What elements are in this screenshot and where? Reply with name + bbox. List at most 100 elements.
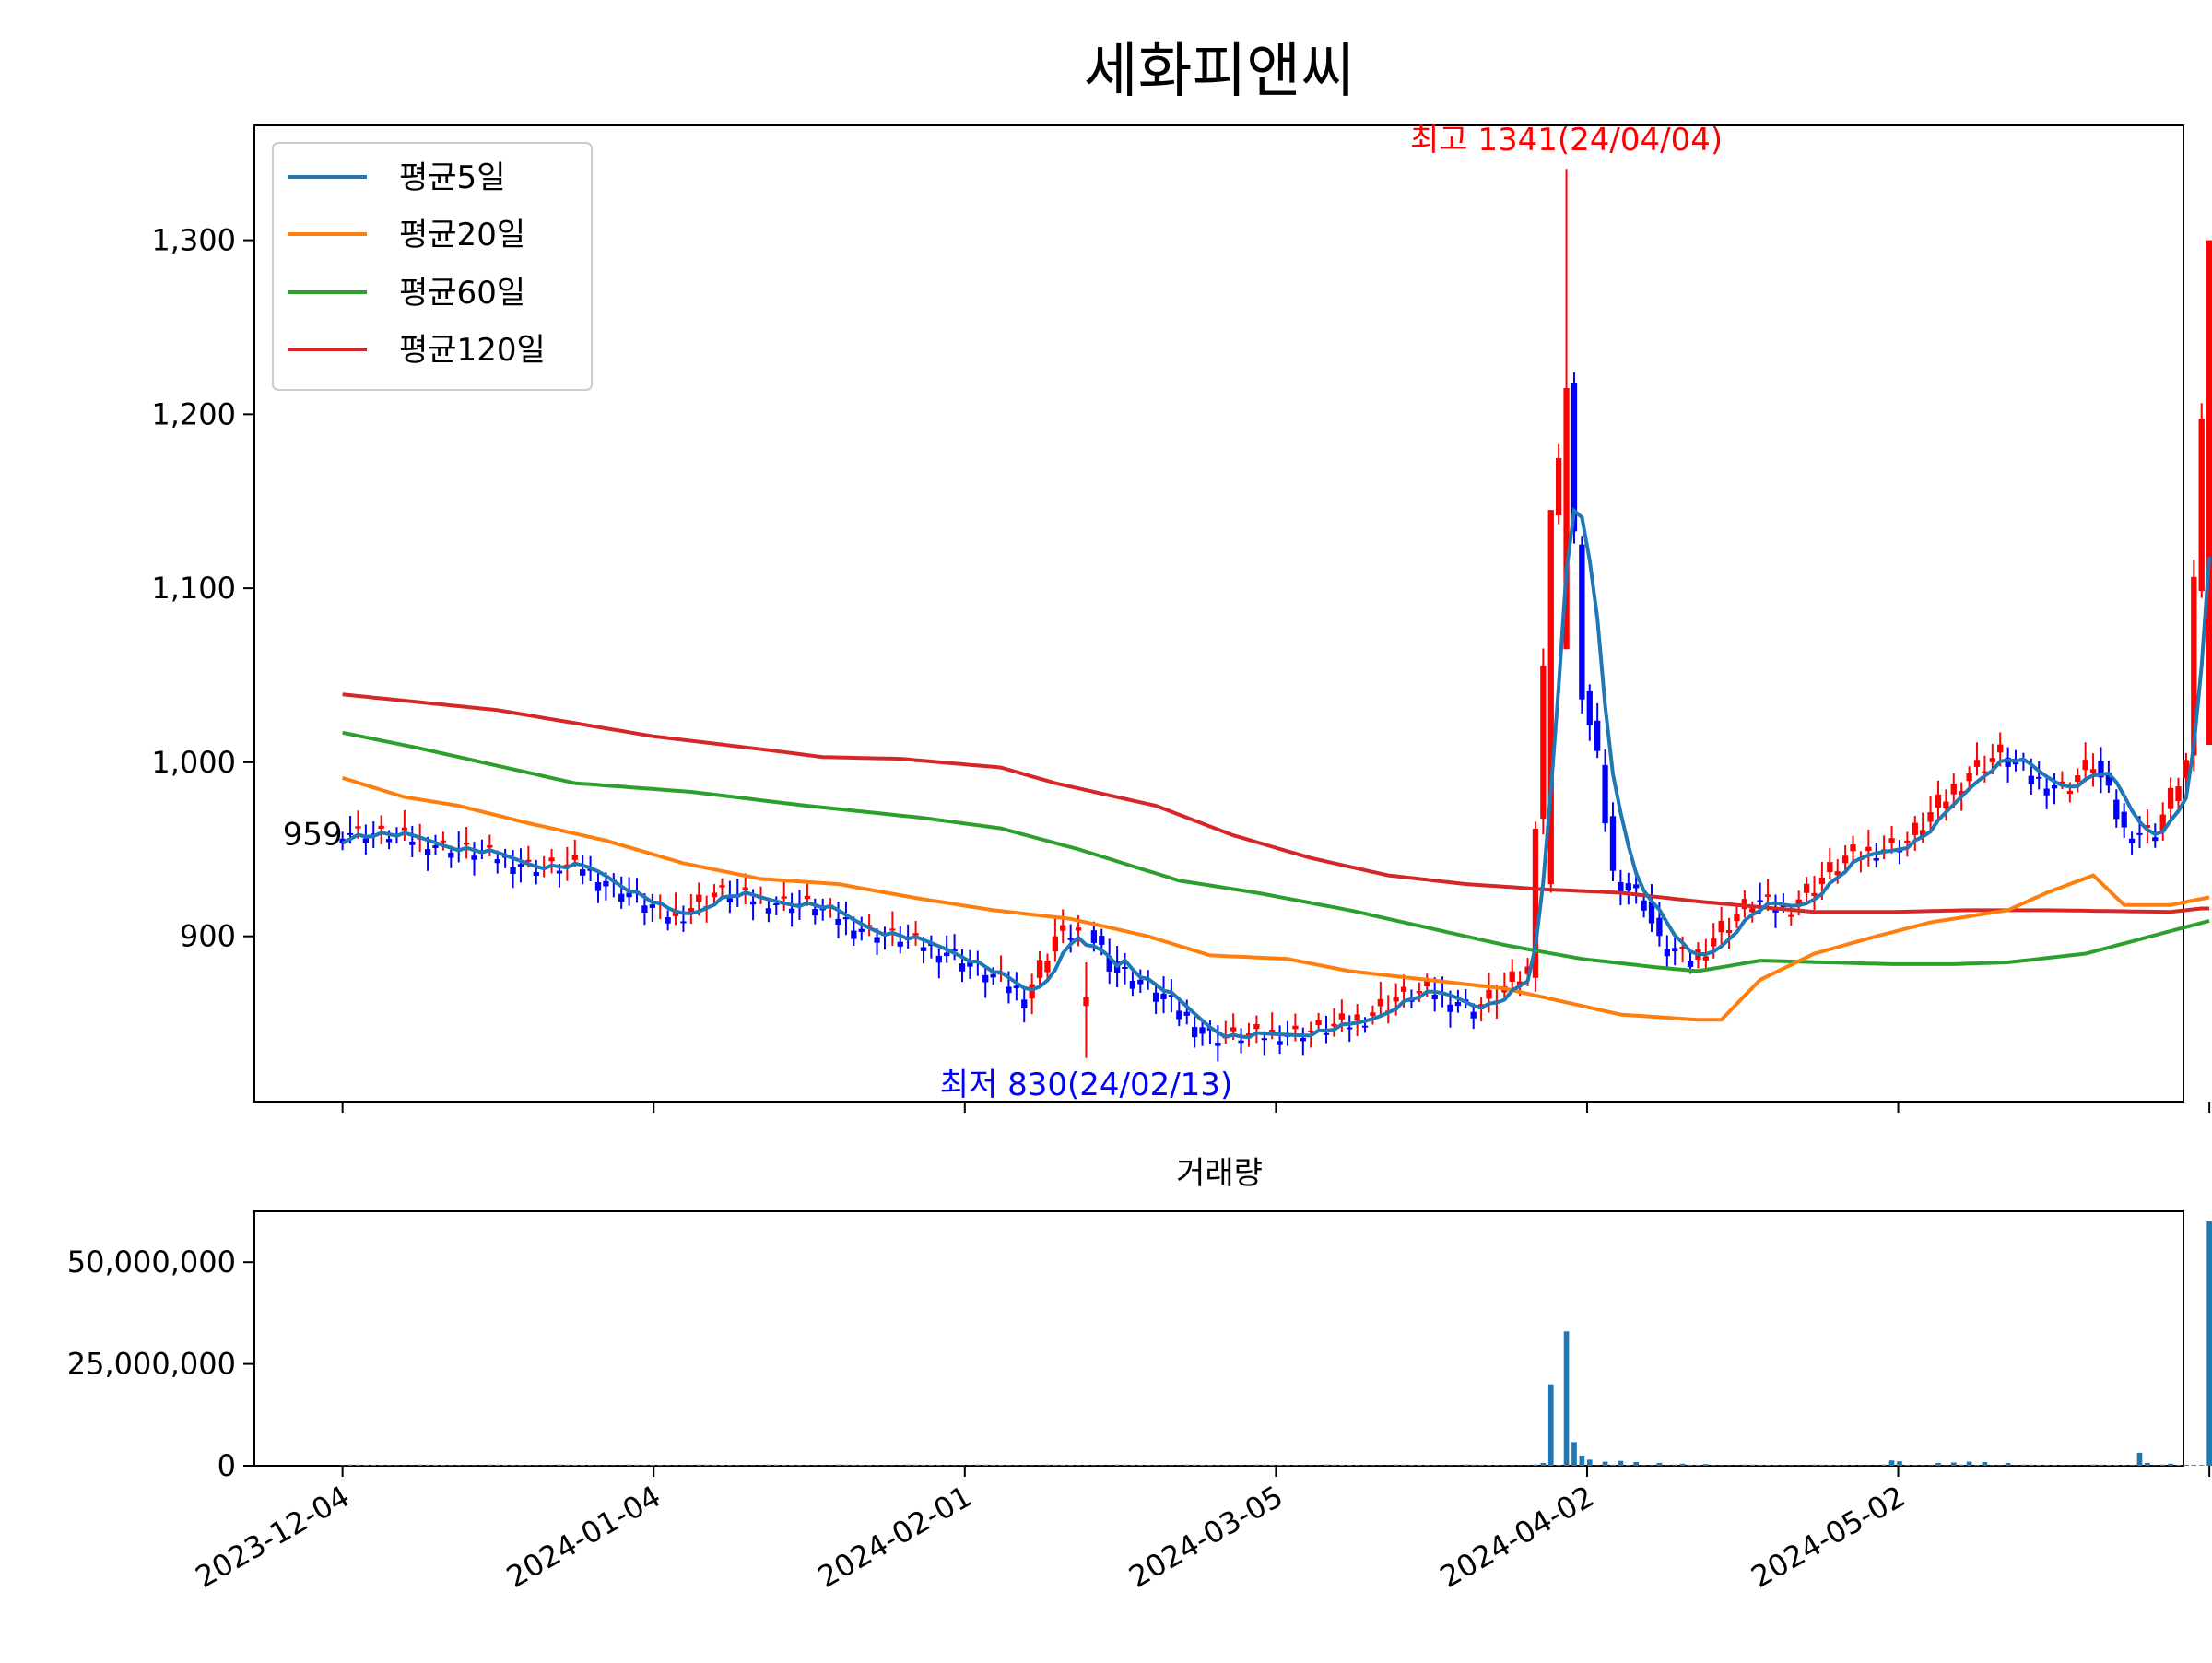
volume-bar <box>912 1464 919 1466</box>
volume-bar <box>1718 1465 1724 1466</box>
candle-body <box>665 917 671 924</box>
volume-bar <box>1486 1465 1492 1466</box>
candle-body <box>1137 979 1144 985</box>
volume-bar <box>471 1465 477 1466</box>
volume-bar <box>1540 1462 1547 1466</box>
volume-bar <box>1765 1465 1771 1466</box>
candle-body <box>1006 986 1012 994</box>
candle-body <box>1470 1011 1477 1019</box>
candle-body <box>851 930 857 939</box>
volume-bar <box>1749 1464 1756 1466</box>
candle-body <box>1230 1027 1237 1032</box>
candle-body <box>1106 956 1112 972</box>
volume-bar <box>371 1465 377 1466</box>
candle-body <box>2066 790 2074 795</box>
price-ytick-label: 1,300 <box>151 223 236 258</box>
candle-body <box>1199 1027 1206 1034</box>
candle-body <box>1841 855 1849 864</box>
candle-body <box>1400 986 1407 992</box>
volume-bar <box>432 1464 439 1466</box>
volume-bar <box>2145 1462 2150 1466</box>
volume-bar <box>1865 1465 1872 1466</box>
ma20-line <box>342 775 2210 1022</box>
candle-body <box>1935 794 1942 808</box>
volume-bar <box>1524 1465 1531 1466</box>
candle-body <box>944 952 950 956</box>
volume-bar <box>680 1465 687 1466</box>
volume-bar <box>1091 1465 1097 1466</box>
volume-bar <box>1811 1464 1818 1466</box>
candle-body <box>618 893 625 902</box>
volume-bar <box>1804 1465 1809 1466</box>
volume-bar <box>634 1464 640 1466</box>
volume-bar <box>1672 1464 1678 1466</box>
candle-body <box>409 841 416 845</box>
candle-body <box>1966 773 1972 782</box>
candle-body <box>1377 998 1384 1007</box>
candle-body <box>463 842 470 845</box>
candle-body <box>1556 457 1562 516</box>
volume-bar <box>1695 1465 1701 1466</box>
volume-bar <box>851 1464 857 1466</box>
candle-body <box>1253 1023 1260 1030</box>
volume-ytick-label: 25,000,000 <box>67 1347 236 1382</box>
candle-body <box>912 933 919 936</box>
volume-bar <box>1292 1465 1299 1466</box>
candle-body <box>711 892 718 898</box>
volume-bar <box>789 1465 794 1466</box>
volume-bar <box>766 1464 771 1466</box>
candle-body <box>1308 1030 1314 1032</box>
volume-bar <box>1393 1464 1399 1466</box>
volume-bar <box>1586 1459 1593 1466</box>
volume-bar <box>455 1465 462 1466</box>
candle-body <box>1648 901 1655 924</box>
volume-bar <box>1037 1465 1042 1466</box>
candle-body <box>2136 832 2143 835</box>
volume-bar <box>487 1464 493 1466</box>
volume-bar <box>448 1465 454 1466</box>
volume-bar <box>1447 1465 1453 1466</box>
candle-body <box>2152 837 2159 842</box>
volume-bar <box>1649 1465 1654 1466</box>
volume-bar <box>750 1465 756 1466</box>
candle-body <box>1300 1038 1306 1042</box>
candle-body <box>1656 917 1663 937</box>
candle-body <box>874 937 880 943</box>
legend-label-ma20: 평균20일 <box>399 217 525 254</box>
candle-body <box>1749 908 1756 913</box>
legend-label-ma60: 평균60일 <box>399 275 525 312</box>
volume-bar <box>1385 1465 1392 1466</box>
volume-bar <box>1285 1465 1290 1466</box>
candle-body <box>1338 1013 1345 1020</box>
candle-body <box>804 895 811 900</box>
candle-body <box>1687 961 1694 967</box>
candle-body <box>1183 1011 1190 1016</box>
candle-body <box>1772 908 1779 913</box>
candle-body <box>1865 846 1872 852</box>
volume-bar <box>402 1465 407 1466</box>
volume-bar <box>2043 1465 2050 1466</box>
candle-body <box>385 838 393 843</box>
candle-body <box>649 904 655 908</box>
volume-bar <box>1207 1465 1213 1466</box>
volume-bar <box>1153 1465 1159 1466</box>
candle-body <box>897 941 903 947</box>
candle-body <box>347 832 354 835</box>
candle-body <box>1261 1038 1267 1041</box>
volume-bar <box>1347 1465 1353 1466</box>
volume-ytick-label: 50,000,000 <box>67 1244 236 1280</box>
candle-body <box>726 898 734 902</box>
volume-bar <box>1029 1465 1035 1466</box>
candle-body <box>424 849 431 855</box>
volume-bar <box>1331 1464 1337 1466</box>
candle-body <box>1943 801 1949 809</box>
volume-bar <box>1130 1464 1135 1466</box>
candle-body <box>1416 991 1423 994</box>
annotation-label: 최저 830(24/02/13) <box>940 1067 1233 1103</box>
candle-body <box>742 887 748 890</box>
volume-bar <box>1641 1465 1647 1466</box>
volume-bar <box>805 1465 810 1466</box>
volume-bar <box>2136 1452 2143 1466</box>
candle-body <box>626 892 632 898</box>
candle-body <box>1579 544 1585 700</box>
